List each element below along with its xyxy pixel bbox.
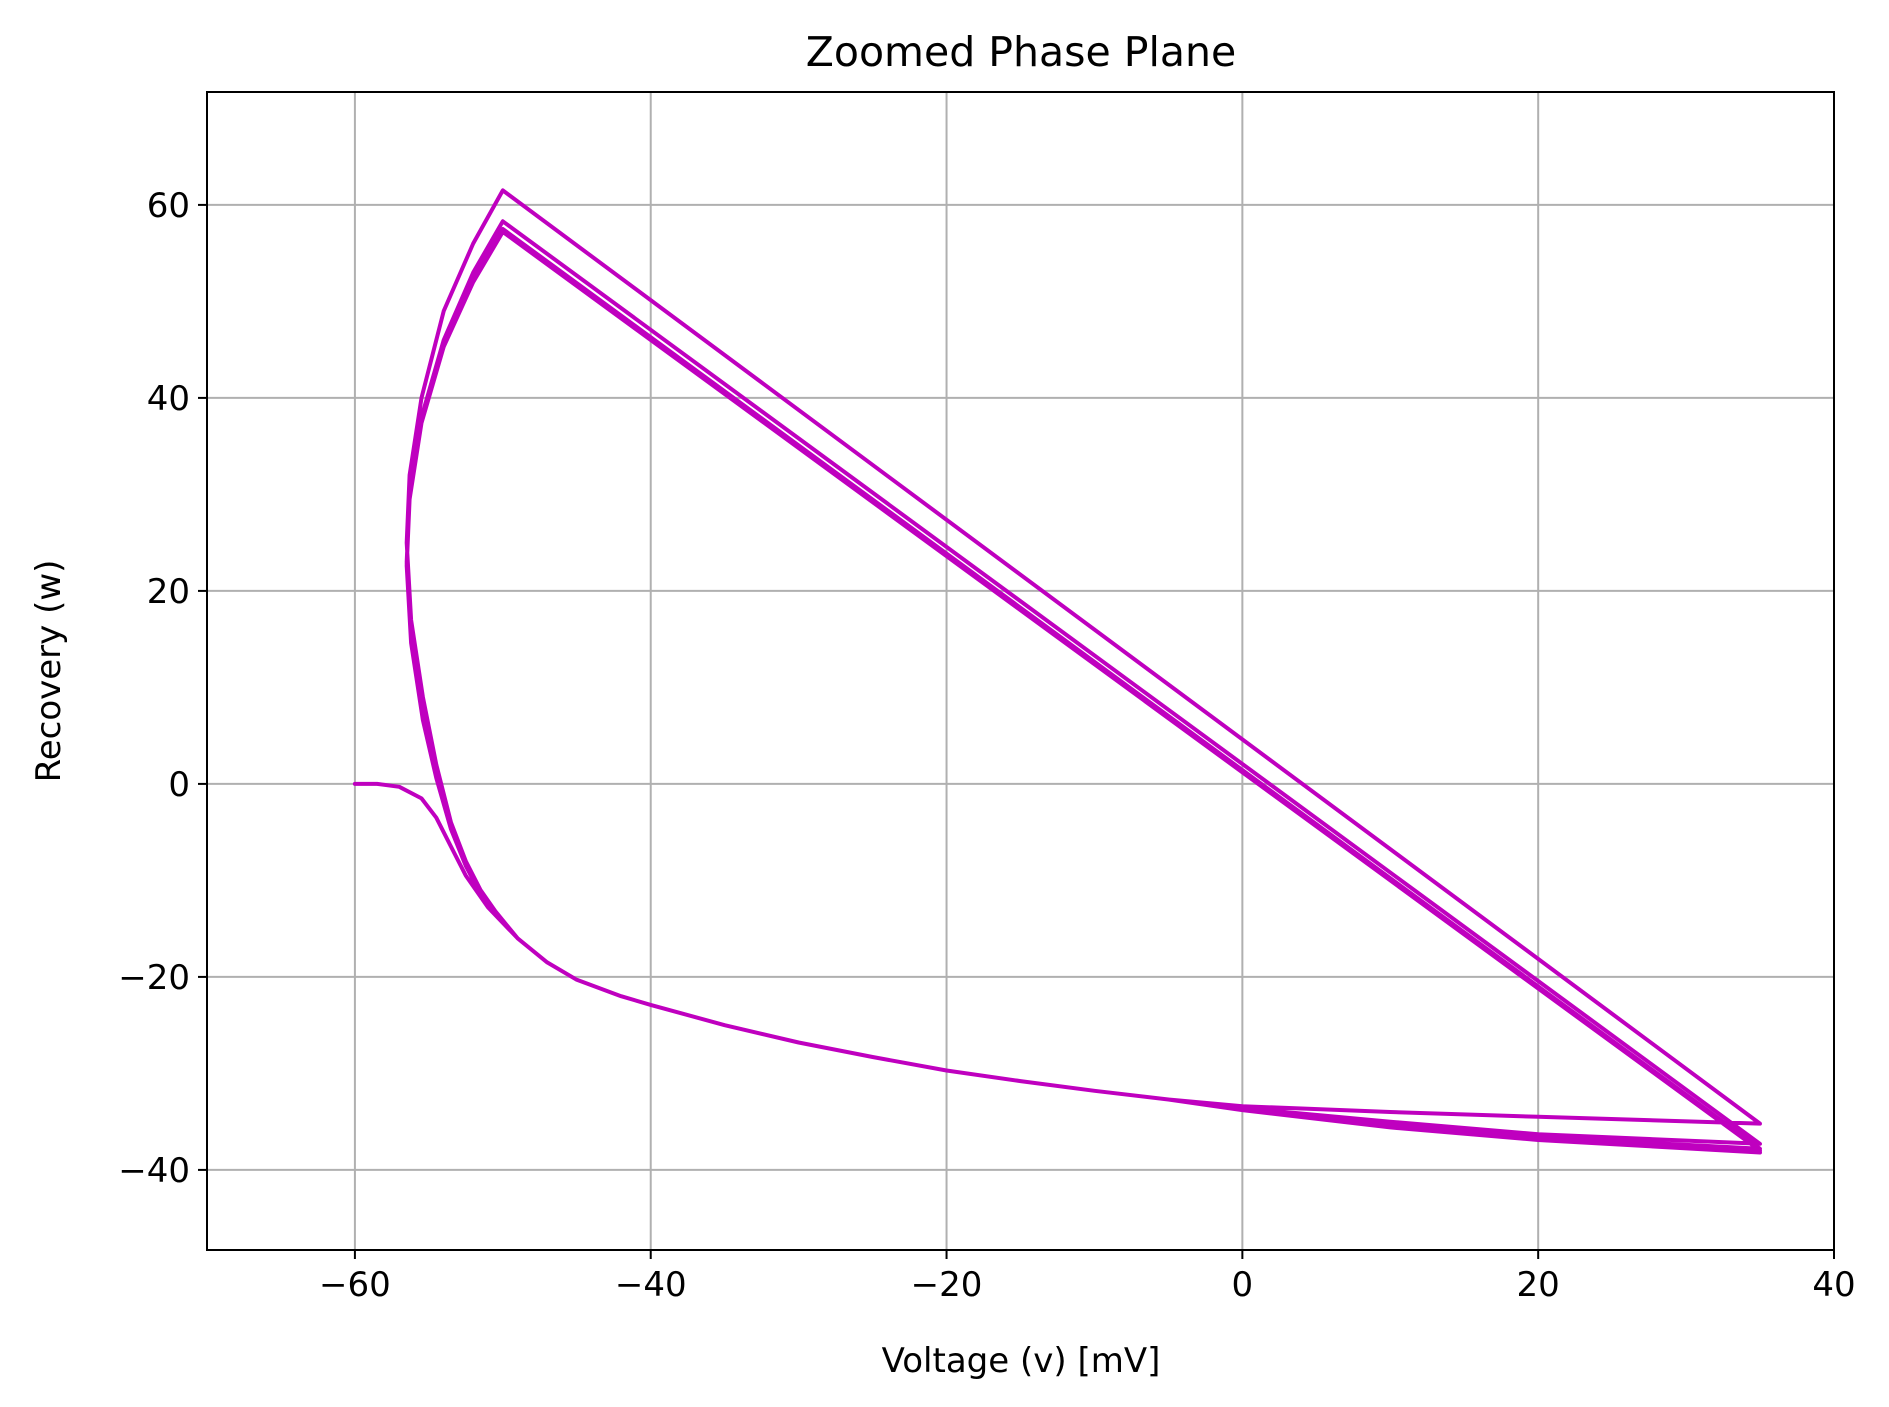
y-axis-ticks: −40 −20 0 20 40 60 (118, 186, 207, 1191)
x-axis-ticks: −60 −40 −20 0 20 40 (319, 1250, 1856, 1305)
x-tick-label: −40 (615, 1265, 687, 1305)
x-tick-label: −20 (911, 1265, 983, 1305)
x-axis-label: Voltage (v) [mV] (882, 1341, 1161, 1381)
x-tick-label: 0 (1232, 1265, 1254, 1305)
x-tick-label: 20 (1517, 1265, 1560, 1305)
chart-title: Zoomed Phase Plane (806, 28, 1236, 76)
x-tick-label: −60 (319, 1265, 391, 1305)
y-axis-label: Recovery (w) (29, 560, 69, 783)
series-layer (352, 188, 1762, 1155)
y-tick-label: 0 (168, 765, 190, 805)
plot-frame (206, 91, 1835, 1251)
trajectory-line (352, 188, 1762, 1155)
y-tick-label: 60 (147, 186, 190, 226)
y-tick-label: −20 (118, 958, 190, 998)
y-tick-label: −40 (118, 1151, 190, 1191)
y-tick-label: 20 (147, 572, 190, 612)
y-tick-label: 40 (147, 379, 190, 419)
x-tick-label: 40 (1812, 1265, 1855, 1305)
